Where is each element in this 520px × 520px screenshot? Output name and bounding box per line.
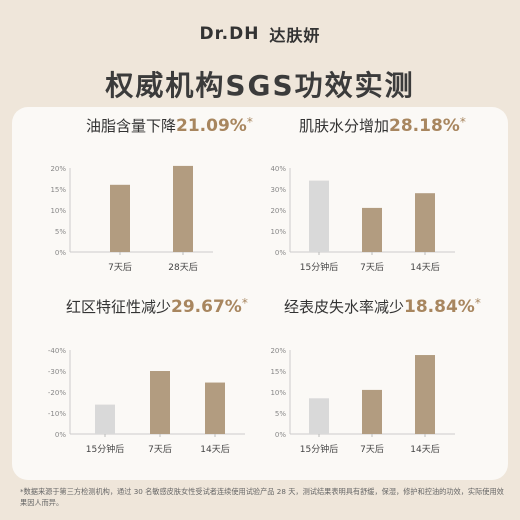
- chart-3-bar: [205, 382, 225, 434]
- chart-3-ytick-label: -40%: [48, 347, 66, 355]
- chart-1-bar: [110, 184, 130, 252]
- chart-2-ytick-label: 30%: [270, 186, 286, 194]
- chart-4-bar: [362, 389, 382, 434]
- chart-4-ytick-label: 0%: [275, 431, 286, 439]
- chart-3-title: 红区特征性减少29.67%*: [66, 296, 248, 317]
- chart-3-redness-reduction: -40% -30% -20% -10% 0% 15分钟后 7天后 14天后: [48, 347, 245, 455]
- chart-4-bar: [415, 355, 435, 434]
- chart-4-ytick-label: 10%: [270, 389, 286, 397]
- chart-2-bar: [415, 193, 435, 252]
- chart-2-bar: [362, 207, 382, 252]
- chart-2-ytick-label: 0%: [275, 249, 286, 257]
- chart-2-category-label: 15分钟后: [300, 261, 338, 273]
- chart-4-category-label: 14天后: [410, 444, 439, 455]
- chart-4-star: *: [474, 296, 481, 310]
- chart-2-highlight: 28.18%: [389, 116, 460, 136]
- chart-1-category-label: 7天后: [108, 262, 132, 273]
- chart-4-category-label: 7天后: [360, 444, 384, 455]
- chart-2-star: *: [459, 115, 466, 129]
- footnote: *数据来源于第三方检测机构，通过 30 名敏感皮肤女性受试者连续使用试验产品 2…: [20, 487, 504, 507]
- chart-3-highlight: 29.67%: [171, 297, 242, 317]
- chart-1-bar: [173, 165, 193, 252]
- chart-1-ytick-label: 15%: [50, 186, 66, 194]
- chart-3-category-label: 15分钟后: [86, 443, 124, 455]
- chart-3-ytick-label: 0%: [55, 431, 66, 439]
- chart-4-ytick-label: 5%: [275, 410, 286, 418]
- chart-3-bar: [150, 371, 170, 434]
- chart-2-category-label: 14天后: [410, 262, 439, 273]
- chart-1-ytick-label: 5%: [55, 228, 66, 236]
- chart-1-oil-reduction: 20% 15% 10% 5% 0% 7天后 28天后: [50, 165, 213, 273]
- chart-3-star: *: [241, 296, 248, 310]
- chart-1-highlight: 21.09%: [176, 116, 247, 136]
- chart-2-ytick-label: 20%: [270, 207, 286, 215]
- chart-2-category-label: 7天后: [360, 262, 384, 273]
- chart-1-ytick-label: 20%: [50, 165, 66, 173]
- chart-4-bar: [309, 398, 329, 434]
- page-title: 权威机构SGS功效实测: [105, 69, 415, 102]
- brand-logo: Dr.DH 达肤妍: [0, 22, 520, 46]
- brand-logo-en: Dr.DH: [199, 24, 260, 44]
- chart-3-ytick-label: -10%: [48, 410, 66, 418]
- chart-3-ytick-label: -20%: [48, 389, 66, 397]
- chart-2-title: 肌肤水分增加28.18%*: [299, 115, 466, 136]
- chart-2-ytick-label: 10%: [270, 228, 286, 236]
- chart-4-highlight: 18.84%: [404, 297, 475, 317]
- chart-1-title-text: 油脂含量下降: [86, 117, 177, 135]
- chart-1-category-label: 28天后: [168, 262, 197, 273]
- chart-2-skin-moisture: 40% 30% 20% 10% 0% 15分钟后 7天后 14天后: [270, 165, 455, 273]
- chart-1-title: 油脂含量下降21.09%*: [86, 115, 253, 136]
- chart-1-ytick-label: 10%: [50, 207, 66, 215]
- chart-4-tewl-reduction: 20% 15% 10% 5% 0% 15分钟后 7天后 14天后: [270, 347, 455, 455]
- chart-4-ytick-label: 20%: [270, 347, 286, 355]
- chart-3-category-label: 14天后: [200, 444, 229, 455]
- chart-4-ytick-label: 15%: [270, 368, 286, 376]
- chart-4-category-label: 15分钟后: [300, 443, 338, 455]
- chart-3-bar: [95, 404, 115, 434]
- brand-logo-cn: 达肤妍: [269, 26, 321, 45]
- chart-1-star: *: [246, 115, 253, 129]
- chart-2-title-text: 肌肤水分增加: [299, 117, 390, 135]
- chart-2-bar: [309, 180, 329, 252]
- chart-4-title: 经表皮失水率减少18.84%*: [284, 296, 481, 317]
- chart-3-title-text: 红区特征性减少: [66, 298, 172, 316]
- chart-2-ytick-label: 40%: [270, 165, 286, 173]
- chart-3-category-label: 7天后: [148, 444, 172, 455]
- chart-4-title-text: 经表皮失水率减少: [284, 298, 405, 316]
- chart-1-ytick-label: 0%: [55, 249, 66, 257]
- chart-3-ytick-label: -30%: [48, 368, 66, 376]
